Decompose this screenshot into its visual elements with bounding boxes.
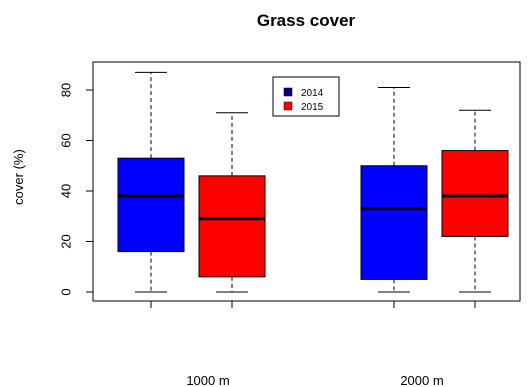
box-2014-1000m xyxy=(117,71,185,293)
iqr-box xyxy=(441,150,509,237)
y-axis: 0 20 40 60 80 xyxy=(59,83,94,296)
legend-label-2015: 2015 xyxy=(301,102,324,113)
x-axis: 1000 m 2000 m xyxy=(150,301,476,387)
y-tick-label: 60 xyxy=(59,133,74,147)
box-2014-2000m xyxy=(360,86,428,293)
iqr-box xyxy=(360,165,428,280)
iqr-box xyxy=(117,157,185,253)
y-tick-label: 20 xyxy=(59,234,74,248)
boxes xyxy=(117,71,509,293)
legend-swatch-2015 xyxy=(283,101,293,111)
y-axis-label: cover (%) xyxy=(11,149,26,205)
legend-swatch-2014 xyxy=(283,87,293,97)
y-tick-label: 0 xyxy=(59,288,74,295)
iqr-box xyxy=(198,175,266,278)
box-2015-1000m xyxy=(198,112,266,293)
x-category-label: 1000 m xyxy=(186,373,229,387)
box-2015-2000m xyxy=(441,109,509,293)
x-category-label: 2000 m xyxy=(400,373,443,387)
legend-label-2014: 2014 xyxy=(301,88,324,99)
chart-title: Grass cover xyxy=(257,11,356,30)
legend: 2014 2015 xyxy=(272,76,340,117)
y-tick-label: 80 xyxy=(59,83,74,97)
y-tick-label: 40 xyxy=(59,184,74,198)
